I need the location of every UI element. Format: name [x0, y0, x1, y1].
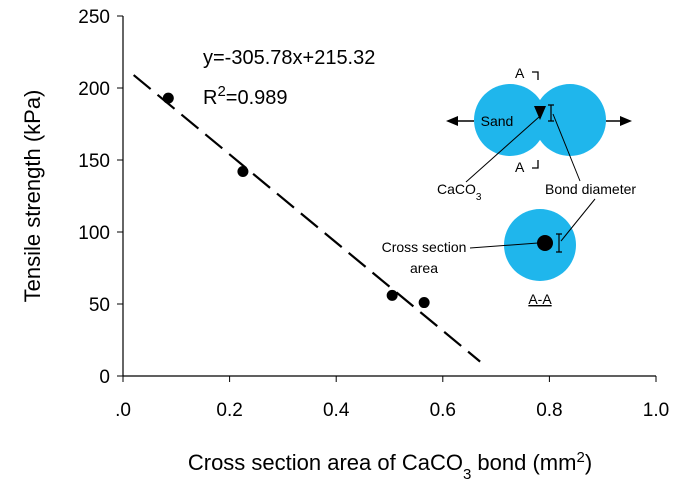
leader [560, 198, 596, 242]
caco3-label: CaCO3 [437, 181, 482, 203]
r-squared-part: R [203, 87, 217, 109]
leader [465, 116, 540, 183]
y-axis-label: Tensile strength (kPa) [20, 90, 45, 303]
x-tick-label: 0.4 [323, 400, 350, 421]
sand-grain [534, 84, 606, 156]
r-squared: R2=0.989 [203, 83, 288, 110]
r-squared-sup: 2 [217, 83, 225, 100]
inset-diagram: Sand A A CaCO3 Bond diameter Cross secti… [382, 65, 637, 307]
dimension [548, 104, 554, 122]
view-label: A-A [528, 291, 552, 307]
y-tick-label: 150 [78, 151, 110, 172]
bond-diameter-label: Bond diameter [545, 181, 636, 197]
y-tick-label: 50 [89, 295, 110, 316]
x-tick-label: 0.6 [430, 400, 456, 421]
caco3-part: CaCO [437, 181, 476, 197]
section-label: A [515, 65, 525, 81]
section-label: A [515, 159, 525, 175]
point [162, 92, 174, 104]
x-axis-label-part: bond (mm [471, 450, 576, 475]
section-mark [532, 71, 539, 80]
y-tick-label: 250 [78, 7, 110, 28]
x-tick-label: 0.8 [536, 400, 562, 421]
sand-label: Sand [481, 113, 514, 129]
arrow-head [446, 116, 458, 126]
fit-line [132, 74, 481, 363]
x-tick-label: 1.0 [643, 400, 669, 421]
section-mark [532, 160, 539, 169]
bond [534, 106, 546, 120]
caco3-sub: 3 [476, 192, 482, 203]
y-tick-label: 0 [99, 367, 110, 388]
dimension [556, 233, 562, 253]
point [418, 297, 430, 309]
x-tick-label: .0 [115, 400, 131, 421]
sand-grain [474, 84, 546, 156]
leader [469, 242, 539, 249]
point [386, 289, 398, 301]
leader [552, 113, 581, 182]
x-axis-label-sub: 3 [463, 466, 471, 483]
bond-section [537, 235, 553, 251]
x-axis-label-part: ) [585, 450, 592, 475]
x-axis-label-sup: 2 [576, 449, 584, 466]
cross-section-label: Cross section [382, 239, 467, 255]
cross-section-label: area [410, 260, 438, 276]
arrow-head [620, 116, 632, 126]
x-tick-label: 0.2 [216, 400, 242, 421]
y-tick-label: 200 [78, 79, 110, 100]
y-tick-label: 100 [78, 223, 110, 244]
r-squared-part: =0.989 [226, 87, 288, 109]
point [237, 166, 249, 178]
equation: y=-305.78x+215.32 [203, 47, 375, 69]
x-axis-label-part: Cross section area of CaCO [188, 450, 463, 475]
x-axis-label: Cross section area of CaCO3 bond (mm2) [188, 449, 592, 483]
